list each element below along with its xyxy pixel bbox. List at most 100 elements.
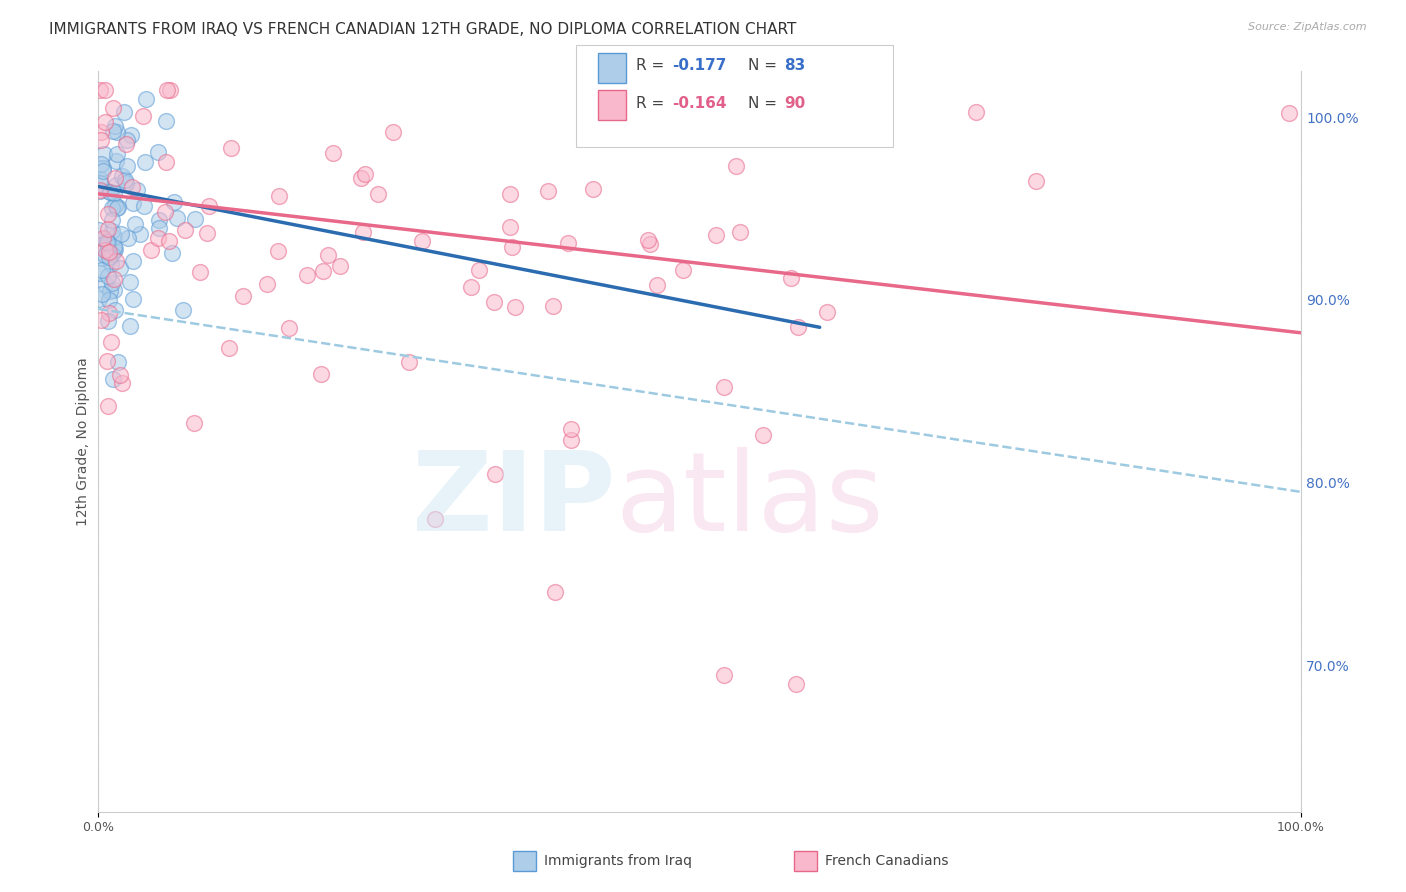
Point	[101, 101, 124, 115]
Point	[90, 125, 112, 139]
Point	[713, 380, 735, 394]
Point	[89, 171, 111, 186]
Point	[91, 262, 114, 277]
Point	[713, 667, 735, 681]
Point	[544, 585, 567, 599]
Point	[98, 285, 121, 299]
Point	[316, 248, 339, 262]
Point	[269, 188, 291, 202]
Point	[103, 244, 125, 258]
Point	[101, 276, 124, 290]
Point	[107, 200, 129, 214]
Point	[267, 244, 290, 258]
Point	[110, 169, 132, 184]
Point	[103, 186, 125, 200]
Point	[98, 185, 121, 199]
Point	[188, 265, 211, 279]
Point	[1277, 106, 1299, 120]
Point	[117, 159, 139, 173]
Point	[232, 289, 254, 303]
Point	[101, 201, 124, 215]
Point	[97, 221, 120, 235]
Point	[131, 109, 153, 123]
Point	[94, 277, 117, 291]
Point	[156, 82, 179, 96]
Point	[94, 115, 117, 129]
Point	[148, 220, 170, 235]
Point	[159, 82, 181, 96]
Point	[381, 126, 404, 140]
Point	[965, 104, 987, 119]
Point	[468, 263, 491, 277]
Point	[352, 225, 374, 239]
Point	[329, 260, 352, 274]
Point	[105, 147, 128, 161]
Point	[484, 467, 506, 481]
Point	[105, 125, 128, 139]
Point	[97, 243, 120, 257]
Point	[582, 182, 605, 196]
Point	[725, 159, 748, 173]
Text: Source: ZipAtlas.com: Source: ZipAtlas.com	[1249, 22, 1367, 32]
Y-axis label: 12th Grade, No Diploma: 12th Grade, No Diploma	[76, 357, 90, 526]
Point	[197, 199, 219, 213]
Point	[505, 300, 527, 314]
Point	[91, 231, 114, 245]
Point	[278, 321, 301, 335]
Point	[218, 342, 240, 356]
Point	[706, 227, 728, 242]
Point	[166, 211, 188, 226]
Point	[93, 147, 115, 161]
Point	[139, 243, 162, 257]
Point	[105, 254, 128, 268]
Point	[730, 225, 752, 239]
Point	[104, 198, 127, 212]
Point	[98, 245, 121, 260]
Point	[112, 104, 135, 119]
Point	[107, 355, 129, 369]
Text: R =: R =	[636, 58, 669, 73]
Point	[101, 224, 124, 238]
Point	[103, 119, 125, 133]
Point	[89, 183, 111, 197]
Point	[121, 254, 143, 268]
Point	[87, 223, 110, 237]
Point	[560, 421, 582, 435]
Point	[411, 234, 433, 248]
Point	[672, 263, 695, 277]
Point	[101, 371, 124, 385]
Point	[124, 217, 146, 231]
Point	[398, 354, 420, 368]
Point	[120, 128, 142, 143]
Point	[785, 677, 807, 691]
Text: French Canadians: French Canadians	[825, 854, 949, 868]
Point	[108, 368, 131, 382]
Point	[94, 243, 117, 257]
Point	[98, 293, 121, 307]
Point	[501, 240, 523, 254]
Text: IMMIGRANTS FROM IRAQ VS FRENCH CANADIAN 12TH GRADE, NO DIPLOMA CORRELATION CHART: IMMIGRANTS FROM IRAQ VS FRENCH CANADIAN …	[49, 22, 797, 37]
Point	[93, 82, 115, 96]
Point	[423, 512, 446, 526]
Point	[89, 82, 111, 96]
Point	[91, 287, 114, 301]
Point	[93, 232, 115, 246]
Point	[128, 227, 150, 241]
Point	[322, 146, 344, 161]
Point	[103, 283, 125, 297]
Point	[100, 334, 122, 349]
Point	[98, 250, 121, 264]
Point	[98, 185, 121, 199]
Point	[122, 196, 145, 211]
Point	[309, 368, 332, 382]
Point	[155, 155, 177, 169]
Point	[105, 201, 128, 215]
Point	[87, 292, 110, 306]
Point	[96, 235, 118, 249]
Point	[93, 161, 115, 176]
Point	[499, 220, 522, 235]
Point	[90, 157, 112, 171]
Point	[97, 399, 120, 413]
Point	[557, 235, 579, 250]
Point	[148, 231, 170, 245]
